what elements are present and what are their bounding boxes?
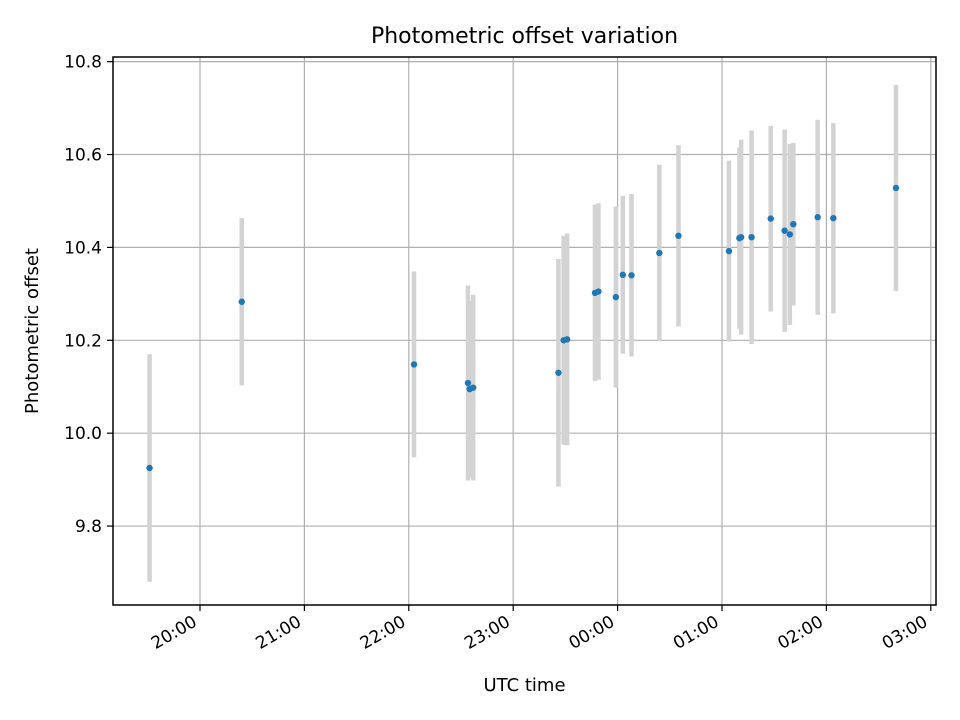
data-point [748, 233, 755, 241]
y-axis-label: Photometric offset [22, 248, 43, 414]
data-point [737, 233, 745, 241]
data-point [469, 384, 477, 391]
data-point [830, 214, 837, 222]
y-tick-label: 10.4 [64, 238, 102, 258]
data-point [781, 227, 788, 234]
data-point [595, 288, 602, 295]
data-point [464, 379, 472, 387]
data-point [814, 214, 821, 221]
data-point [656, 249, 663, 257]
data-point [238, 298, 245, 305]
y-tick-label: 10.8 [64, 53, 102, 73]
data-point [892, 184, 900, 192]
data-point [628, 272, 635, 279]
x-axis-label: UTC time [483, 675, 565, 696]
y-tick-label: 10.6 [64, 146, 102, 166]
y-tick-label: 10.0 [64, 424, 102, 444]
grid [113, 57, 936, 605]
data-point [619, 271, 627, 279]
data-points [146, 184, 900, 472]
data-point [563, 336, 571, 343]
y-tick-label: 10.2 [64, 331, 102, 351]
data-point [786, 231, 794, 238]
data-point [612, 293, 620, 301]
plot-frame [112, 56, 937, 606]
data-point [725, 247, 733, 255]
y-tick-label: 9.8 [75, 517, 102, 537]
data-point [555, 369, 562, 376]
data-point [675, 232, 682, 239]
data-point [410, 361, 418, 368]
data-point [767, 215, 774, 222]
y-axis-ticks: 9.8 10.0 10.2 10.4 10.6 10.8 [64, 53, 113, 537]
chart-title: Photometric offset variation [371, 24, 678, 49]
data-point [790, 220, 797, 228]
data-point [146, 464, 153, 472]
